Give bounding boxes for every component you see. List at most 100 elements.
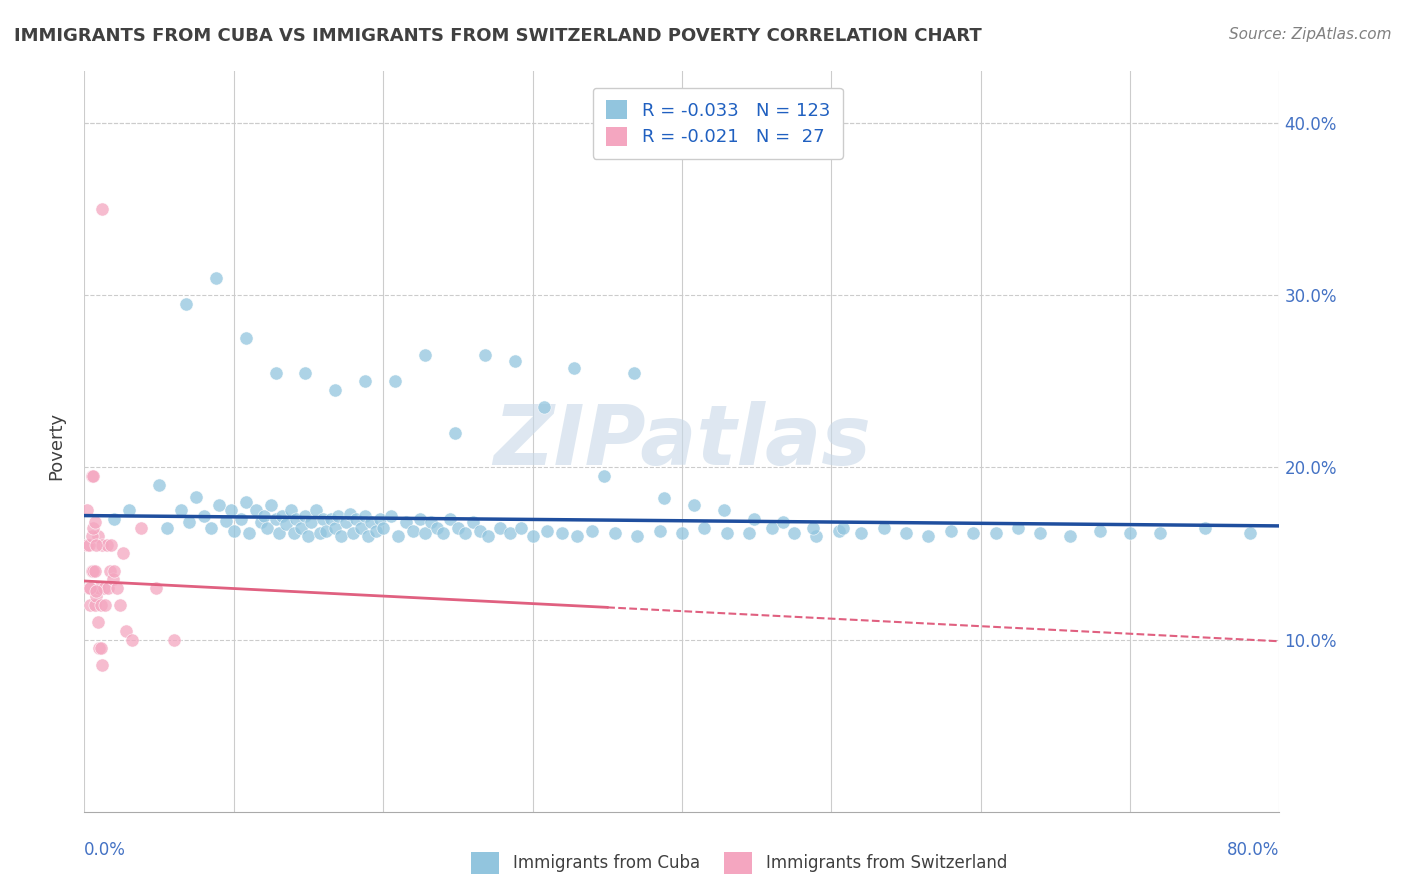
Point — [77, 538, 100, 552]
Point — [174, 297, 197, 311]
Point — [626, 529, 648, 543]
Point — [742, 512, 765, 526]
Point — [488, 521, 510, 535]
Point — [79, 581, 101, 595]
Point — [350, 521, 373, 535]
Point — [76, 503, 98, 517]
Point — [360, 516, 382, 530]
Point — [86, 538, 108, 552]
Point — [894, 525, 917, 540]
Point — [339, 507, 361, 521]
Point — [294, 366, 316, 380]
Point — [91, 538, 114, 552]
Point — [373, 521, 395, 535]
Point — [917, 529, 939, 543]
Point — [76, 538, 98, 552]
Point — [387, 529, 409, 543]
Point — [193, 508, 215, 523]
Text: Immigrants from Switzerland: Immigrants from Switzerland — [766, 855, 1008, 872]
Point — [342, 525, 364, 540]
Point — [402, 524, 425, 538]
Point — [103, 564, 125, 578]
Point — [301, 516, 323, 530]
Point — [1007, 521, 1029, 535]
Point — [100, 538, 122, 552]
Point — [91, 202, 114, 216]
Point — [145, 581, 167, 595]
Point — [593, 469, 616, 483]
Point — [962, 525, 984, 540]
Point — [87, 615, 110, 630]
Point — [603, 525, 626, 540]
Point — [738, 525, 761, 540]
Point — [474, 348, 496, 362]
Point — [219, 503, 242, 517]
Point — [86, 590, 108, 604]
Point — [264, 366, 287, 380]
Point — [420, 516, 443, 530]
Point — [872, 521, 894, 535]
Point — [832, 521, 855, 535]
Point — [312, 512, 335, 526]
Point — [939, 524, 962, 538]
Point — [1149, 525, 1171, 540]
Point — [364, 524, 387, 538]
Point — [155, 521, 177, 535]
Point — [671, 525, 693, 540]
Point — [522, 529, 544, 543]
Point — [533, 400, 555, 414]
Point — [380, 508, 402, 523]
Point — [177, 516, 200, 530]
Point — [77, 581, 100, 595]
Text: IMMIGRANTS FROM CUBA VS IMMIGRANTS FROM SWITZERLAND POVERTY CORRELATION CHART: IMMIGRANTS FROM CUBA VS IMMIGRANTS FROM … — [14, 27, 981, 45]
Point — [118, 503, 141, 517]
Point — [439, 512, 461, 526]
Point — [101, 572, 124, 586]
Point — [354, 508, 377, 523]
Point — [509, 521, 531, 535]
Point — [110, 598, 132, 612]
Point — [1090, 524, 1112, 538]
Point — [623, 366, 645, 380]
Point — [297, 529, 319, 543]
Point — [215, 514, 238, 528]
Point — [536, 524, 558, 538]
Point — [256, 521, 278, 535]
Point — [713, 503, 735, 517]
Point — [186, 490, 208, 504]
Point — [335, 516, 357, 530]
Point — [105, 581, 128, 595]
Point — [503, 353, 526, 368]
Text: 0.0%: 0.0% — [84, 841, 127, 859]
Point — [551, 525, 574, 540]
Point — [274, 517, 297, 532]
Point — [772, 516, 794, 530]
Text: Source: ZipAtlas.com: Source: ZipAtlas.com — [1229, 27, 1392, 42]
Point — [129, 521, 152, 535]
Point — [477, 529, 499, 543]
Point — [328, 508, 350, 523]
Point — [87, 529, 110, 543]
Point — [103, 512, 125, 526]
Point — [693, 521, 716, 535]
Point — [121, 632, 143, 647]
Point — [280, 503, 302, 517]
Point — [222, 524, 245, 538]
Point — [238, 525, 260, 540]
Point — [368, 512, 391, 526]
Point — [163, 632, 186, 647]
Point — [97, 581, 120, 595]
Point — [91, 658, 114, 673]
Point — [80, 564, 103, 578]
Point — [426, 521, 449, 535]
Point — [79, 598, 101, 612]
Point — [249, 516, 271, 530]
Point — [82, 469, 104, 483]
Point — [290, 521, 312, 535]
Point — [96, 538, 118, 552]
Point — [851, 525, 873, 540]
Point — [319, 512, 342, 526]
Point — [409, 512, 432, 526]
Point — [413, 525, 436, 540]
Point — [344, 512, 367, 526]
